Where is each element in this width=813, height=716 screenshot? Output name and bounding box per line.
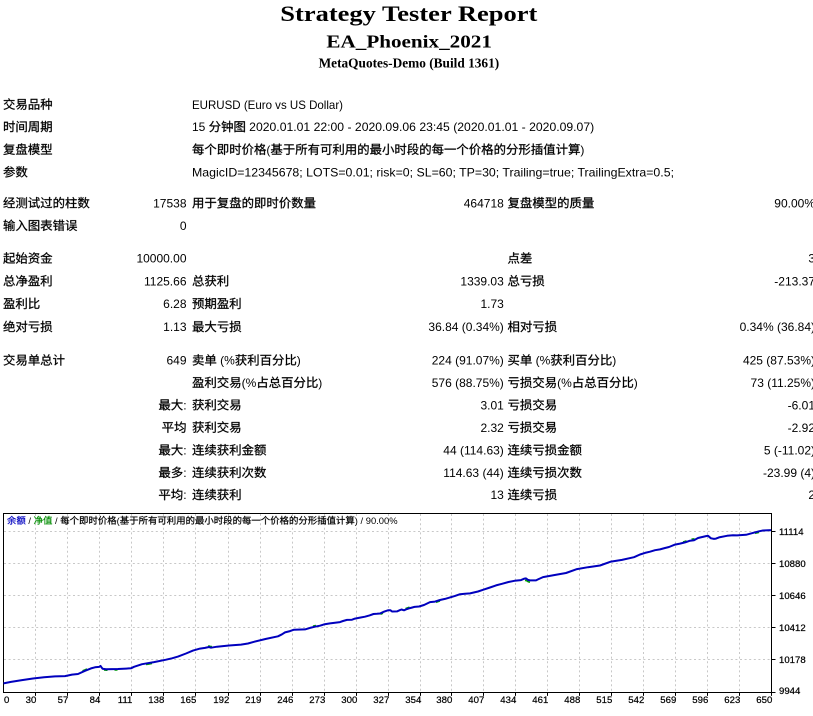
svg-text:1339.03: 1339.03	[460, 274, 504, 288]
svg-text:44 (114.63): 44 (114.63)	[443, 444, 504, 458]
svg-text:273: 273	[309, 695, 325, 706]
svg-text:165: 165	[180, 695, 196, 706]
svg-text:327: 327	[373, 695, 389, 706]
svg-text:3.01: 3.01	[480, 398, 504, 412]
svg-text:15: 15	[192, 120, 206, 134]
svg-text:0: 0	[4, 695, 9, 706]
svg-text:114.63 (44): 114.63 (44)	[443, 466, 504, 480]
svg-text:73 (11.25%): 73 (11.25%)	[751, 376, 813, 390]
svg-text:10880: 10880	[779, 559, 806, 570]
svg-text:): )	[612, 354, 616, 368]
svg-text:623: 623	[724, 695, 740, 706]
svg-text:2020.01.01 22:00 - 2020.09.06: 2020.01.01 22:00 - 2020.09.06 23:45 (202…	[249, 120, 594, 134]
svg-text:-2.92: -2.92	[788, 421, 813, 435]
svg-text:(%: (%	[557, 376, 572, 390]
svg-text:9944: 9944	[779, 686, 801, 697]
svg-text:(%: (%	[242, 376, 257, 390]
svg-text:-23.99 (4): -23.99 (4)	[763, 466, 813, 480]
svg-text:10000.00: 10000.00	[136, 252, 186, 266]
svg-text:138: 138	[148, 695, 164, 706]
svg-text:57: 57	[58, 695, 69, 706]
svg-text::: :	[183, 488, 186, 502]
svg-text:MetaQuotes-Demo (Build 1361): MetaQuotes-Demo (Build 1361)	[319, 56, 500, 71]
svg-text:407: 407	[468, 695, 484, 706]
svg-text:MagicID=12345678; LOTS=0.01; r: MagicID=12345678; LOTS=0.01; risk=0; SL=…	[192, 166, 674, 180]
svg-text:10178: 10178	[779, 655, 806, 666]
svg-text:649: 649	[166, 354, 186, 368]
svg-text:(: (	[266, 143, 270, 157]
svg-text:380: 380	[436, 695, 452, 706]
svg-text:6.28: 6.28	[163, 297, 187, 311]
svg-text::: :	[183, 444, 186, 458]
svg-text::: :	[183, 398, 186, 412]
svg-text::: :	[183, 466, 186, 480]
svg-text:515: 515	[596, 695, 612, 706]
svg-text:(%: (%	[532, 354, 550, 368]
svg-text:/: /	[52, 515, 60, 526]
svg-text:90.00%: 90.00%	[774, 196, 813, 210]
svg-text:-6.01: -6.01	[788, 398, 813, 412]
svg-text:11114: 11114	[779, 527, 804, 538]
svg-text:2: 2	[808, 488, 813, 502]
svg-text:36.84 (0.34%): 36.84 (0.34%)	[428, 320, 503, 334]
svg-text:2.32: 2.32	[480, 421, 504, 435]
svg-text:192: 192	[213, 695, 229, 706]
svg-text:224 (91.07%): 224 (91.07%)	[432, 354, 504, 368]
svg-text:): )	[318, 376, 322, 390]
svg-text:): )	[580, 143, 584, 157]
svg-text:1.13: 1.13	[163, 320, 187, 334]
svg-text:0.34% (36.84): 0.34% (36.84)	[740, 320, 813, 334]
svg-text:5 (-11.02): 5 (-11.02)	[764, 444, 813, 458]
svg-text:569: 569	[660, 695, 676, 706]
svg-text:10646: 10646	[779, 591, 806, 602]
svg-text:3: 3	[808, 252, 813, 266]
svg-text:1.73: 1.73	[480, 297, 504, 311]
svg-text:0: 0	[180, 219, 187, 233]
svg-text:(%: (%	[217, 354, 235, 368]
svg-text:): )	[634, 376, 638, 390]
svg-text:488: 488	[564, 695, 580, 706]
svg-text:-213.37: -213.37	[774, 274, 813, 288]
svg-text:EURUSD (Euro vs US Dollar): EURUSD (Euro vs US Dollar)	[192, 98, 343, 112]
svg-text:EA_Phoenix_2021: EA_Phoenix_2021	[326, 32, 492, 52]
svg-text:354: 354	[405, 695, 422, 706]
svg-text:461: 461	[532, 695, 548, 706]
svg-text:434: 434	[500, 695, 517, 706]
svg-text:596: 596	[692, 695, 708, 706]
svg-text:650: 650	[756, 695, 772, 706]
svg-text:30: 30	[26, 695, 37, 706]
svg-text:111: 111	[118, 695, 133, 706]
svg-text:Strategy Tester Report: Strategy Tester Report	[280, 1, 538, 26]
svg-text:246: 246	[277, 695, 293, 706]
svg-text:576 (88.75%): 576 (88.75%)	[432, 376, 504, 390]
svg-text:(: (	[117, 515, 121, 526]
svg-text:219: 219	[245, 695, 261, 706]
svg-text:) / 90.00%: ) / 90.00%	[355, 515, 398, 526]
svg-text:/: /	[26, 515, 34, 526]
svg-text:300: 300	[341, 695, 357, 706]
svg-text:10412: 10412	[779, 623, 806, 634]
svg-text:1125.66: 1125.66	[144, 274, 187, 288]
svg-text:84: 84	[90, 695, 101, 706]
svg-text:): )	[297, 354, 301, 368]
svg-text:542: 542	[628, 695, 644, 706]
svg-text:13: 13	[490, 488, 504, 502]
svg-text:464718: 464718	[464, 196, 504, 210]
svg-text:425 (87.53%): 425 (87.53%)	[743, 354, 813, 368]
svg-text:17538: 17538	[153, 196, 187, 210]
